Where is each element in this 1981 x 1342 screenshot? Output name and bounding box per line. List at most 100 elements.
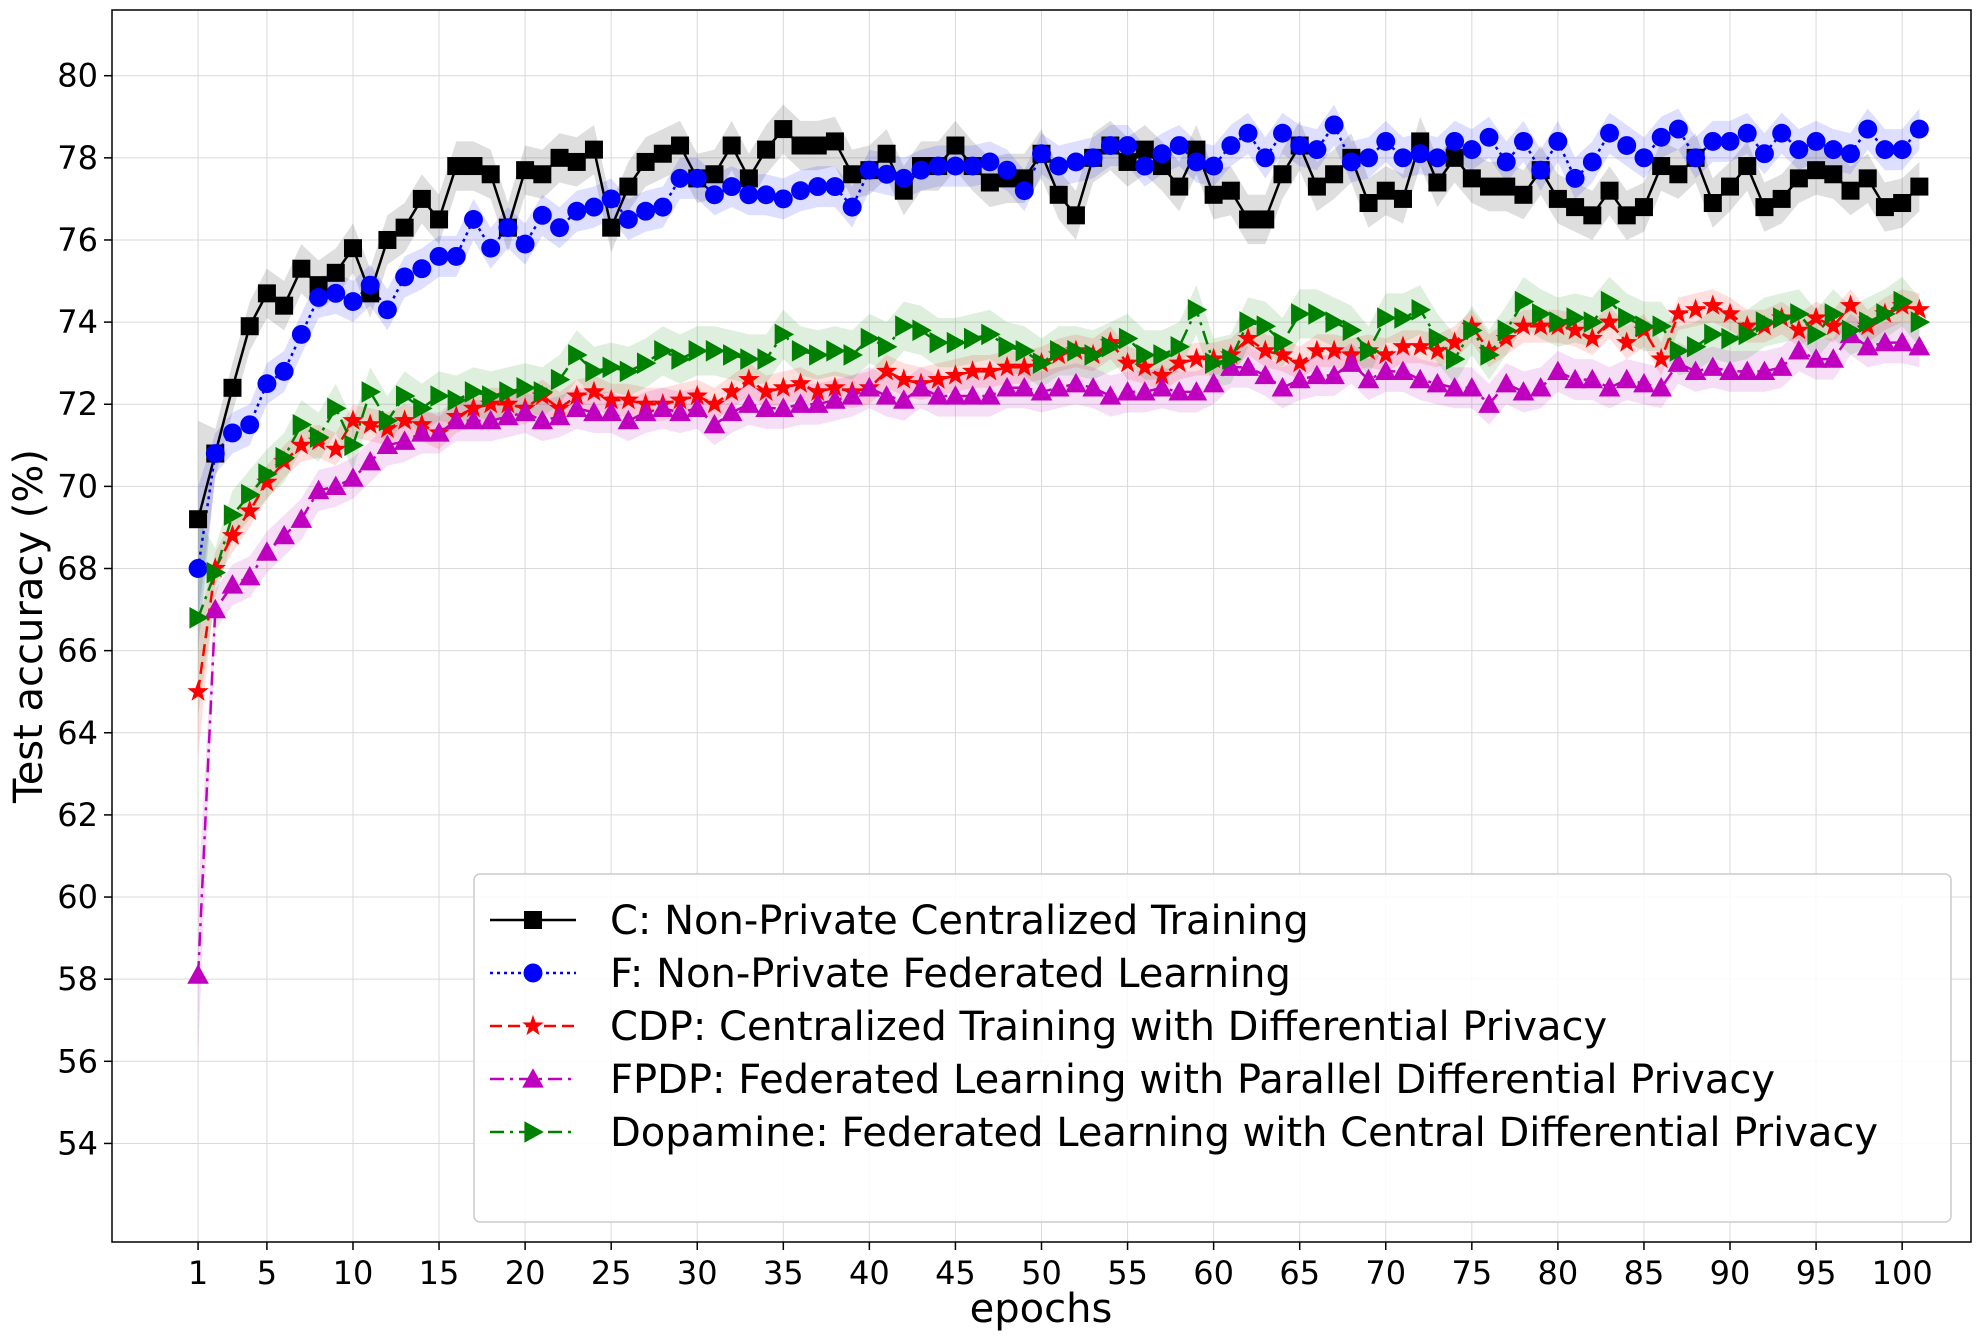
x-tick-label: 30 [677, 1254, 718, 1292]
legend-label: F: Non-Private Federated Learning [610, 951, 1291, 997]
y-tick-label: 60 [57, 878, 98, 916]
data-point [1151, 364, 1173, 385]
confidence-band [198, 289, 1920, 758]
data-point [1720, 131, 1740, 151]
data-point [584, 140, 603, 159]
data-point [824, 389, 846, 409]
x-tick-label: 80 [1538, 1254, 1579, 1292]
data-point [653, 197, 673, 217]
data-point [550, 148, 569, 167]
data-point [1239, 311, 1259, 333]
data-point [841, 385, 863, 405]
data-point [1755, 198, 1774, 217]
data-point [1651, 127, 1671, 147]
x-tick-label: 40 [849, 1254, 890, 1292]
data-point [378, 230, 397, 249]
data-point [808, 177, 828, 197]
data-point [1807, 323, 1827, 346]
data-point [1409, 335, 1431, 356]
data-point [1583, 206, 1602, 225]
data-point [1788, 319, 1810, 340]
data-point [1686, 148, 1706, 168]
data-point [826, 340, 846, 362]
data-point [327, 397, 347, 420]
data-point [1753, 360, 1776, 381]
data-point [1806, 131, 1826, 151]
data-point [944, 364, 967, 385]
data-point [1512, 315, 1535, 336]
data-point [1342, 319, 1363, 342]
data-point [1239, 210, 1258, 229]
data-point [1858, 169, 1877, 188]
data-point [481, 165, 500, 184]
data-point [1719, 302, 1741, 323]
data-point [1152, 144, 1172, 164]
data-point [601, 189, 621, 209]
data-point [808, 136, 827, 155]
data-point [1014, 181, 1034, 201]
data-point [720, 401, 743, 422]
data-point [1530, 315, 1552, 336]
data-point [738, 393, 760, 413]
data-point [533, 381, 554, 403]
data-point [1480, 177, 1499, 196]
data-point [1067, 340, 1087, 362]
data-point [1650, 377, 1672, 397]
x-tick-label: 15 [419, 1254, 460, 1292]
data-point [1564, 319, 1586, 340]
data-point [1202, 372, 1225, 393]
data-point [1220, 356, 1242, 376]
data-point [567, 201, 587, 221]
y-axis-ticks: 54 56 58 60 62 64 66 68 70 72 74 76 78 80 [57, 57, 112, 1162]
data-point [1256, 315, 1277, 338]
data-point [875, 385, 898, 405]
data-point [446, 246, 466, 266]
data-point [566, 384, 588, 406]
x-tick-label: 90 [1710, 1254, 1751, 1292]
data-point [1204, 352, 1225, 374]
data-point [515, 234, 535, 254]
data-point [671, 136, 690, 155]
data-point [204, 598, 227, 619]
data-point [757, 348, 777, 370]
data-point [1308, 303, 1328, 325]
data-point [548, 405, 571, 426]
data-point [1598, 310, 1621, 332]
data-point [1032, 144, 1051, 164]
data-point [1116, 351, 1139, 373]
data-point [703, 413, 726, 434]
data-point [1789, 140, 1809, 160]
data-point [1667, 302, 1690, 323]
data-point [481, 238, 501, 258]
data-point [1875, 198, 1894, 217]
data-point [1462, 140, 1482, 160]
data-point [1479, 127, 1499, 147]
data-point [1237, 327, 1259, 348]
data-point [858, 377, 881, 397]
data-point [980, 173, 999, 192]
data-point [1237, 356, 1259, 376]
legend-label: Dopamine: Federated Learning with Centra… [610, 1110, 1878, 1156]
data-point [393, 430, 416, 450]
data-point [1428, 173, 1447, 192]
data-point [550, 218, 569, 238]
data-point [1377, 307, 1397, 329]
x-tick-label: 75 [1451, 1254, 1492, 1292]
data-point [755, 380, 777, 401]
data-point [1204, 156, 1224, 176]
data-point [1737, 123, 1757, 143]
data-point [860, 327, 881, 350]
data-point [1495, 327, 1517, 348]
data-point [514, 401, 536, 422]
data-point [395, 385, 416, 407]
data-point [1254, 339, 1276, 360]
data-point [910, 377, 932, 397]
data-point [791, 340, 812, 362]
data-point [1684, 360, 1707, 381]
data-point [1600, 181, 1619, 200]
data-point [1566, 198, 1585, 217]
x-axis-ticks: 1 5 10 15 20 25 30 35 40 45 50 55 60 65 70 75 80 85 90 95 10… [188, 1242, 1933, 1292]
legend-marker [523, 963, 543, 983]
data-point [892, 389, 915, 409]
data-point [723, 344, 743, 366]
